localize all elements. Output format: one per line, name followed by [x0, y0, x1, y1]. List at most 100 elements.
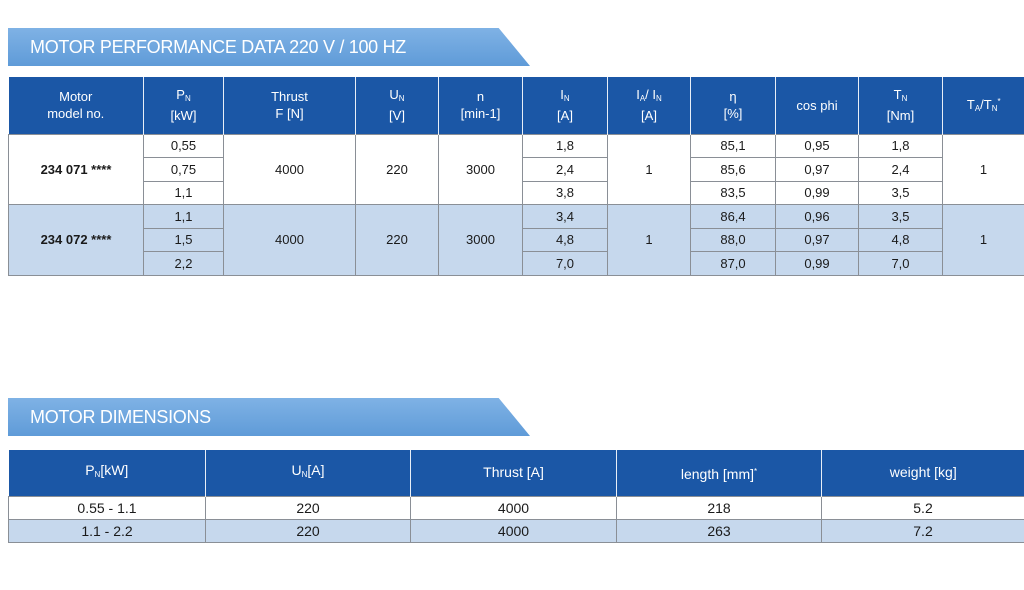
performance-table: Motor model no. PN [kW] Thrust F [N] UN [V] n [mi… — [8, 77, 1024, 276]
header-text: Thrust — [271, 89, 308, 105]
table-cell: 4000 — [223, 133, 356, 205]
cell-text: 7,0 — [891, 255, 910, 271]
table-cell: 3,8 — [522, 180, 608, 205]
cell-text: 1 — [645, 232, 653, 248]
cell-text: 4000 — [497, 499, 530, 516]
header-line: UN[A] — [206, 462, 410, 483]
cell-text: 5.2 — [913, 499, 933, 516]
table-cell: 0,99 — [775, 251, 859, 276]
table-cell: 1,1 — [143, 204, 224, 229]
subscript: A — [974, 104, 981, 114]
header-line: [A] — [608, 107, 690, 124]
table-cell: 2,4 — [522, 157, 608, 182]
header-text: / I — [645, 87, 657, 103]
table-cell: 2,2 — [143, 251, 224, 276]
cell-text: 0,99 — [804, 255, 830, 271]
header-text: Motor — [59, 89, 93, 105]
header-line: F [N] — [224, 105, 355, 122]
header-cell: η [%] — [690, 77, 776, 134]
header-text: [A] — [641, 108, 657, 124]
cell-text: 1 — [645, 161, 653, 177]
cell-text: 4000 — [275, 232, 304, 248]
header-text: P — [176, 87, 185, 103]
cell-text: 85,6 — [720, 161, 746, 177]
cell-text: 86,4 — [720, 208, 746, 224]
table-cell: 3000 — [438, 204, 523, 276]
table-row: 234 071 **** 0,55 4000 220 3000 1,8 1 85,1 0,95 1… — [8, 133, 1024, 205]
header-line: PN[kW] — [9, 462, 206, 483]
cell-text: 1 — [979, 232, 988, 248]
table-cell: 5.2 — [821, 495, 1024, 520]
header-cell: IA/ IN [A] — [607, 77, 691, 134]
table-cell: 4000 — [410, 518, 617, 543]
table-cell: 83,5 — [690, 180, 776, 205]
table-cell: 0,95 — [775, 133, 859, 158]
superscript: * — [754, 466, 758, 476]
cell-text: 2,2 — [174, 255, 193, 271]
cell-text: 7.2 — [913, 522, 933, 539]
cell-text: 220 — [386, 232, 408, 248]
header-line: Thrust — [224, 88, 355, 105]
table-cell: 234 072 **** — [8, 204, 144, 276]
cell-text: 3,5 — [891, 208, 910, 224]
table-cell: 3,5 — [858, 180, 943, 205]
header-text: [Nm] — [886, 108, 915, 124]
header-line: cos phi — [776, 97, 858, 114]
cell-text: 0,97 — [804, 232, 830, 248]
header-text: [kW] — [170, 108, 197, 124]
table-cell: 220 — [205, 495, 411, 520]
header-text: [V] — [389, 108, 405, 124]
table-cell: 234 071 **** — [8, 133, 144, 205]
cell-text: 4,8 — [555, 232, 575, 248]
table-cell: 85,1 — [690, 133, 776, 158]
header-line: [%] — [691, 105, 775, 122]
header-text: I — [560, 87, 564, 103]
header-cell: Thrust F [N] — [223, 77, 356, 134]
cell-text: 0,55 — [170, 138, 197, 154]
header-text: n — [476, 89, 485, 105]
header-text: [kW] — [100, 462, 129, 479]
header-line: UN — [356, 86, 438, 107]
header-text: I — [636, 87, 640, 103]
table-cell: 3000 — [438, 133, 523, 205]
table-cell: 1,5 — [143, 227, 224, 252]
header-line: η — [691, 88, 775, 105]
superscript: * — [997, 97, 1001, 107]
cell-text: 1,1 — [174, 208, 193, 224]
header-text: T — [966, 97, 975, 113]
subscript: N — [656, 94, 662, 104]
table-cell: 0,97 — [775, 157, 859, 182]
table-cell: 1,8 — [522, 133, 608, 158]
section-banner: MOTOR DIMENSIONS — [8, 398, 530, 436]
header-line: Motor — [9, 88, 144, 105]
cell-text: 234 071 **** — [40, 161, 112, 177]
header-line: [V] — [356, 107, 438, 124]
cell-text: 4000 — [275, 161, 304, 177]
header-text: P — [85, 462, 95, 479]
table-cell: 1,8 — [858, 133, 943, 158]
cell-text: 1 — [979, 161, 988, 177]
header-cell: PN[kW] — [143, 77, 224, 134]
cell-text: 0,75 — [170, 161, 197, 177]
table-cell: 220 — [355, 133, 439, 205]
cell-text: 83,5 — [720, 185, 746, 201]
header-cell: UN[A] — [205, 450, 411, 496]
cell-text: 7,0 — [555, 255, 575, 271]
header-cell: UN [V] — [355, 77, 439, 134]
header-text: η — [729, 89, 737, 105]
table-cell: 4000 — [410, 495, 617, 520]
header-text: U — [291, 462, 302, 479]
table-cell: 1 — [607, 204, 691, 276]
header-row: PN[kW] UN[A] Thrust [A] length [mm]* weight … — [8, 450, 1024, 496]
subscript: N — [184, 94, 191, 104]
table-cell: 85,6 — [690, 157, 776, 182]
header-line: PN — [144, 86, 223, 107]
header-cell: Thrust [A] — [410, 450, 617, 496]
header-text: length [mm] — [680, 465, 754, 482]
header-cell: weight [kg] — [821, 450, 1024, 496]
subscript: N — [901, 94, 908, 104]
subscript: N — [398, 94, 405, 104]
header-text: /T — [980, 97, 992, 113]
header-text: model no. — [47, 106, 105, 122]
